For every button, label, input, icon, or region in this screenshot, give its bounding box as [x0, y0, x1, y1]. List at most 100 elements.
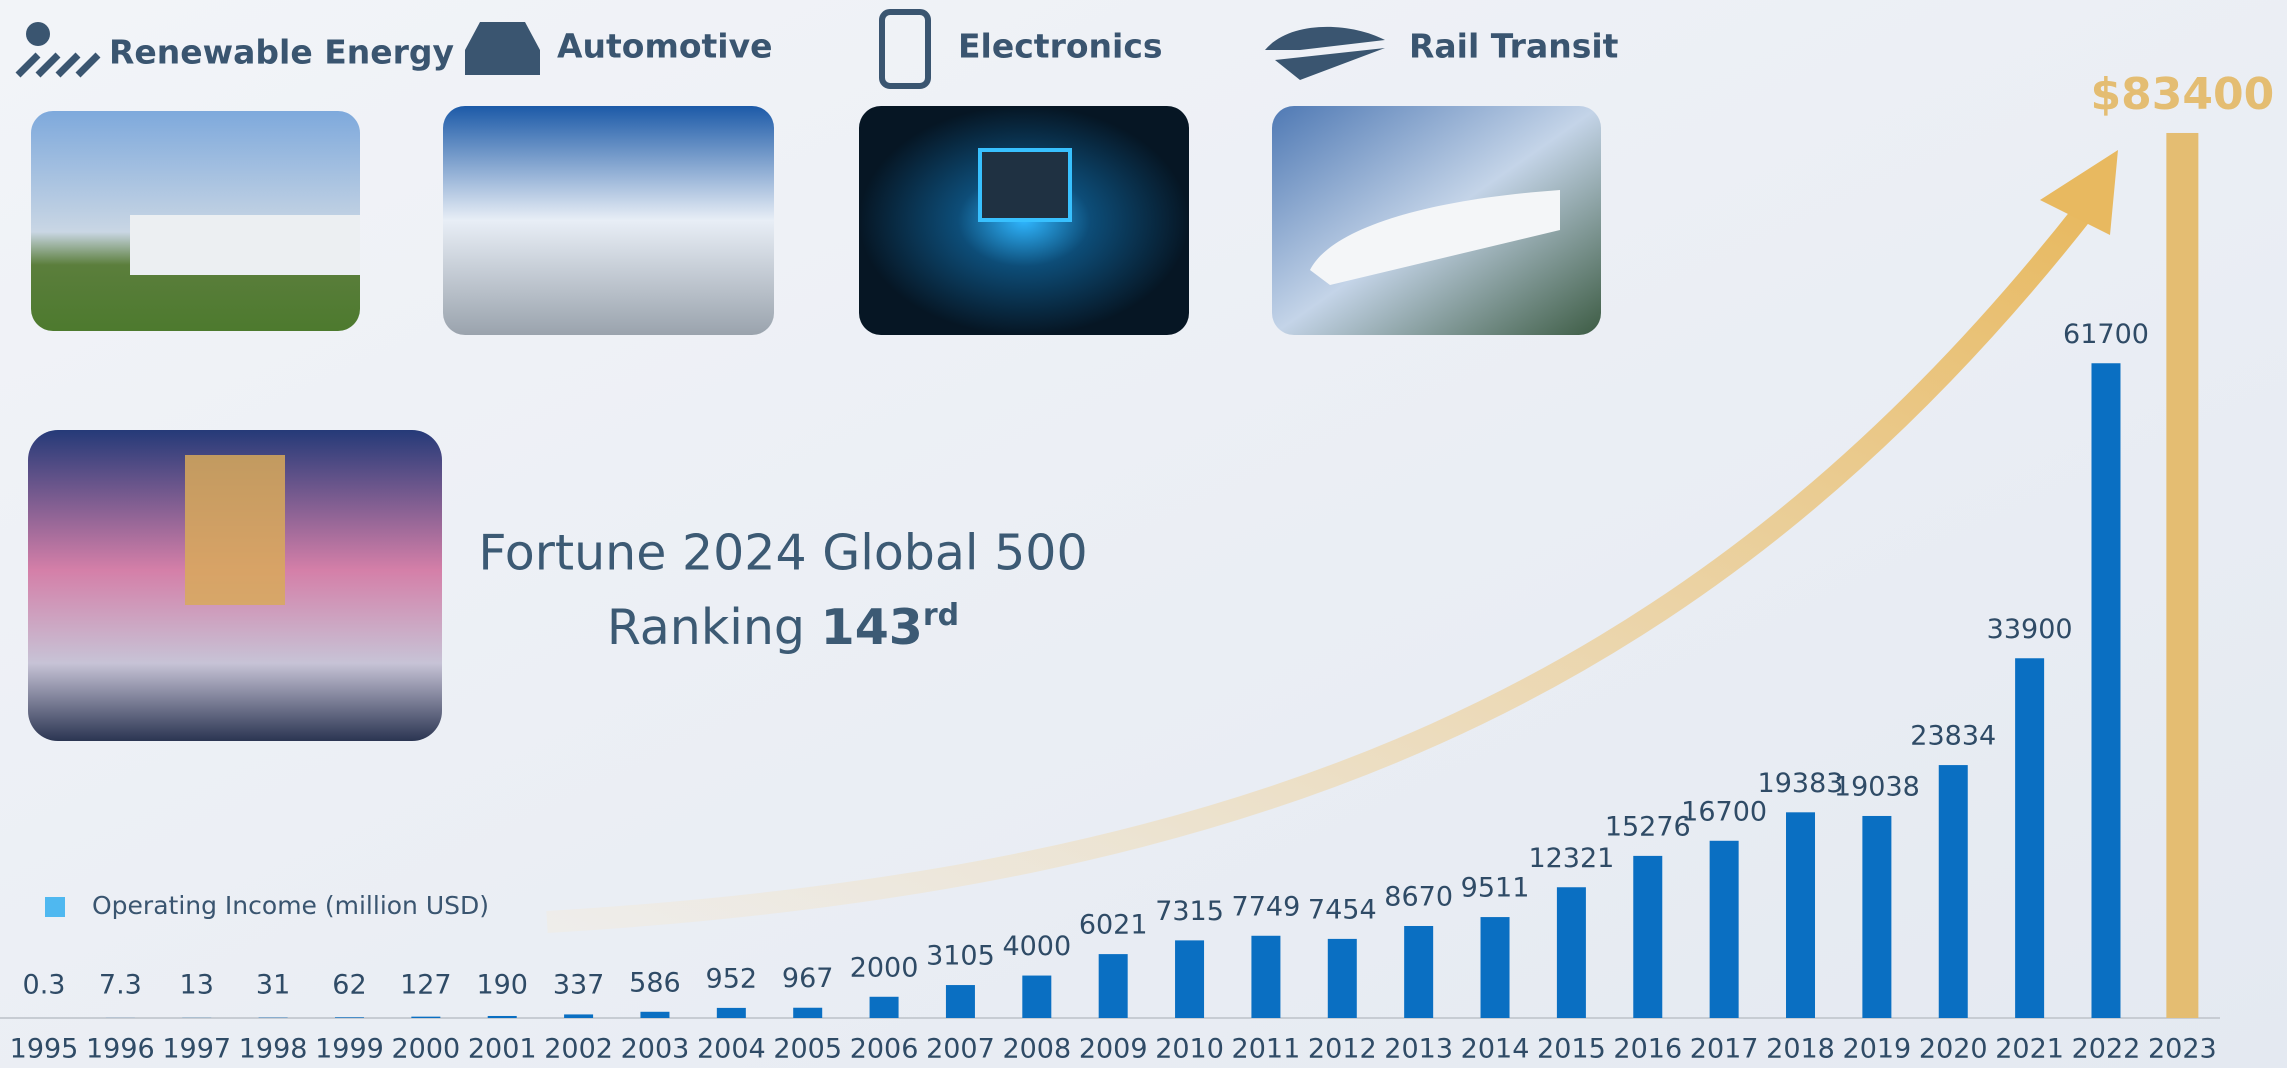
bar	[334, 1017, 364, 1018]
value-label: 9511	[1461, 873, 1530, 904]
x-tick-label: 2003	[621, 1034, 690, 1065]
train	[1310, 190, 1560, 285]
sector-title: Automotive	[557, 27, 773, 66]
auto-image	[443, 106, 774, 335]
x-tick-label: 1996	[86, 1034, 155, 1065]
chip	[978, 148, 1072, 222]
x-tick-label: 2014	[1461, 1034, 1530, 1065]
value-label: 7454	[1308, 894, 1377, 925]
value-label: 127	[400, 970, 452, 1001]
bar	[411, 1016, 441, 1018]
value-label: 62	[332, 970, 366, 1001]
x-tick-label: 2002	[544, 1034, 613, 1065]
x-tick-label: 2008	[1002, 1034, 1071, 1065]
x-tick-label: 2020	[1919, 1034, 1988, 1065]
bar	[1480, 917, 1510, 1018]
x-tick-label: 2016	[1613, 1034, 1682, 1065]
bar	[1633, 855, 1663, 1018]
bar	[1556, 887, 1586, 1018]
x-tick-label: 2013	[1384, 1034, 1453, 1065]
bar	[1709, 840, 1739, 1018]
bar	[1175, 940, 1205, 1018]
x-tick-label: 1999	[315, 1034, 384, 1065]
x-tick-label: 2006	[850, 1034, 919, 1065]
fortune-badge	[185, 455, 285, 605]
panel-icon	[15, 52, 101, 78]
ranking-label: Ranking	[607, 599, 805, 656]
bar	[1098, 954, 1128, 1018]
x-tick-label: 2022	[2072, 1034, 2141, 1065]
value-label: 7.3	[99, 970, 142, 1001]
x-tick-label: 1997	[162, 1034, 231, 1065]
value-label: 19383	[1758, 768, 1844, 799]
sector-title: Rail Transit	[1409, 27, 1619, 66]
value-label: 16700	[1681, 796, 1767, 827]
value-label: 33900	[1987, 614, 2073, 645]
sun-icon	[26, 22, 50, 46]
bar	[1022, 975, 1052, 1018]
x-tick-label: 2010	[1155, 1034, 1224, 1065]
icons	[15, 9, 1385, 89]
arrow-head	[2040, 150, 2118, 235]
value-label: 586	[629, 967, 681, 998]
value-label: 8670	[1384, 881, 1453, 912]
ranking-suffix: rd	[923, 598, 959, 633]
x-tick-label: 2012	[1308, 1034, 1377, 1065]
legend-swatch	[45, 897, 65, 917]
x-tick-label: 2005	[773, 1034, 842, 1065]
value-label: 23834	[1910, 721, 1996, 752]
value-label: 13	[180, 970, 214, 1001]
sector-title: Renewable Energy	[109, 33, 454, 72]
value-label: 31	[256, 970, 290, 1001]
legend-label: Operating Income (million USD)	[92, 891, 489, 920]
bar	[716, 1007, 746, 1018]
headline-title: Fortune 2024 Global 500	[478, 525, 1087, 582]
value-label: 2000	[850, 952, 919, 983]
x-tick-label: 2021	[1995, 1034, 2064, 1065]
ranking-number: 143	[821, 599, 923, 656]
x-tick-label: 2001	[468, 1034, 537, 1065]
bar	[869, 996, 899, 1018]
x-tick-label: 2015	[1537, 1034, 1606, 1065]
x-tick-label: 2011	[1232, 1034, 1301, 1065]
value-label: 4000	[1002, 931, 1071, 962]
x-tick-label: 2017	[1690, 1034, 1759, 1065]
value-label: 7315	[1155, 896, 1224, 927]
growth-arrow	[546, 203, 2094, 933]
bar	[1251, 935, 1281, 1018]
bar	[487, 1015, 517, 1018]
value-label: 61700	[2063, 319, 2149, 350]
bar	[2091, 363, 2121, 1018]
value-label: 19038	[1834, 771, 1920, 802]
sector-title: Electronics	[958, 27, 1163, 66]
bar	[1862, 815, 1892, 1018]
value-label: 6021	[1079, 910, 1148, 941]
x-tick-label: 2018	[1766, 1034, 1835, 1065]
bar	[640, 1011, 670, 1018]
phone-icon	[879, 9, 931, 89]
bar	[1938, 765, 1968, 1018]
bar	[2015, 658, 2045, 1018]
x-tick-label: 2023	[2148, 1034, 2217, 1065]
value-label: 15276	[1605, 811, 1691, 842]
x-tick-label: 2009	[1079, 1034, 1148, 1065]
car-icon	[465, 22, 540, 75]
value-label: $83400	[2091, 69, 2275, 120]
value-label: 3105	[926, 941, 995, 972]
bar	[1786, 812, 1816, 1018]
value-label: 952	[706, 963, 758, 994]
value-label: 7749	[1232, 891, 1301, 922]
x-tick-label: 2000	[391, 1034, 460, 1065]
headline-ranking: Ranking 143rd	[607, 598, 959, 656]
bar	[1327, 938, 1357, 1018]
storage-units	[130, 215, 360, 275]
bar	[1404, 925, 1434, 1018]
bar	[945, 985, 975, 1018]
x-tick-label: 2004	[697, 1034, 766, 1065]
x-tick-label: 2019	[1843, 1034, 1912, 1065]
value-label: 190	[476, 970, 528, 1001]
bar	[793, 1007, 823, 1018]
train-icon	[1265, 26, 1385, 80]
